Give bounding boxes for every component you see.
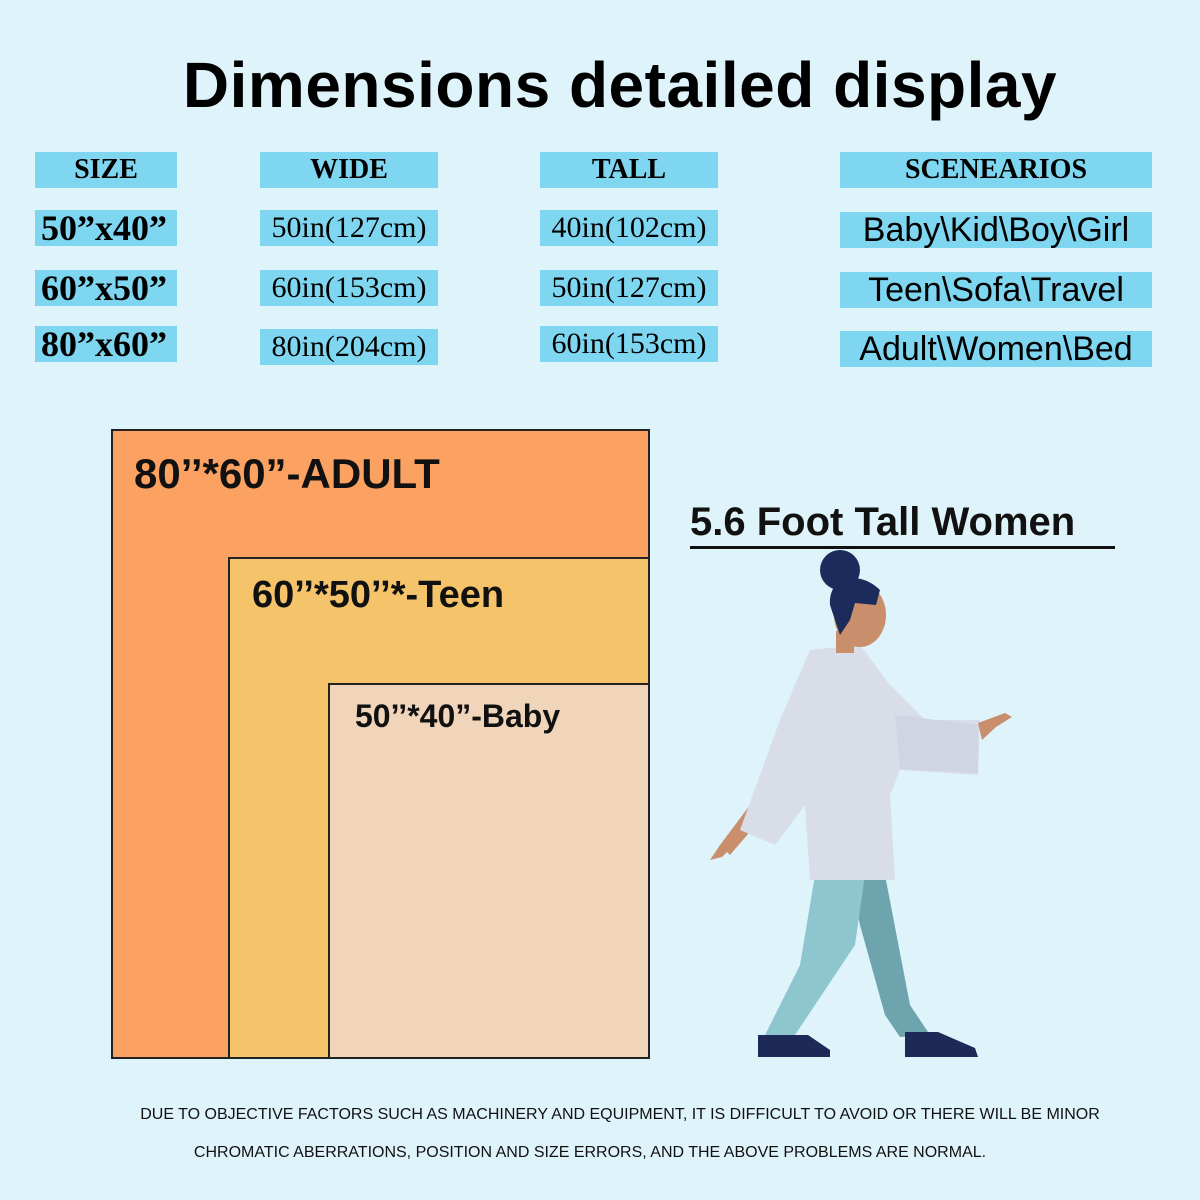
size-cell: 60”x50”: [35, 270, 177, 306]
woman-height-label: 5.6 Foot Tall Women: [690, 500, 1076, 544]
scenario-cell: Adult\Women\Bed: [840, 331, 1152, 367]
disclaimer-line-2: CHROMATIC ABERRATIONS, POSITION AND SIZE…: [193, 1144, 987, 1161]
scenario-cell: Teen\Sofa\Travel: [840, 272, 1152, 308]
tall-cell: 60in(153cm): [540, 326, 718, 362]
baby-blanket-rect: [328, 683, 650, 1059]
adult-blanket-label: 80’’*60”-ADULT: [134, 450, 440, 497]
size-cell: 80”x60”: [35, 326, 177, 362]
page-title: Dimensions detailed display: [182, 49, 1058, 121]
woman-label-underline: [690, 546, 1115, 549]
header-tall: TALL: [540, 152, 718, 188]
header-size: SIZE: [35, 152, 177, 188]
size-cell: 50”x40”: [35, 210, 177, 246]
header-scenarios: SCENEARIOS: [840, 152, 1152, 188]
wide-cell: 60in(153cm): [260, 270, 438, 306]
wide-cell: 80in(204cm): [260, 329, 438, 365]
scenario-cell: Baby\Kid\Boy\Girl: [840, 212, 1152, 248]
wide-cell: 50in(127cm): [260, 210, 438, 246]
tall-cell: 50in(127cm): [540, 270, 718, 306]
disclaimer-line-1: DUE TO OBJECTIVE FACTORS SUCH AS MACHINE…: [140, 1106, 1100, 1123]
tall-cell: 40in(102cm): [540, 210, 718, 246]
teen-blanket-label: 60’’*50’’*-Teen: [252, 574, 505, 616]
header-wide: WIDE: [260, 152, 438, 188]
walking-woman-icon: [710, 550, 1012, 1057]
baby-blanket-label: 50’’*40”-Baby: [355, 698, 561, 734]
